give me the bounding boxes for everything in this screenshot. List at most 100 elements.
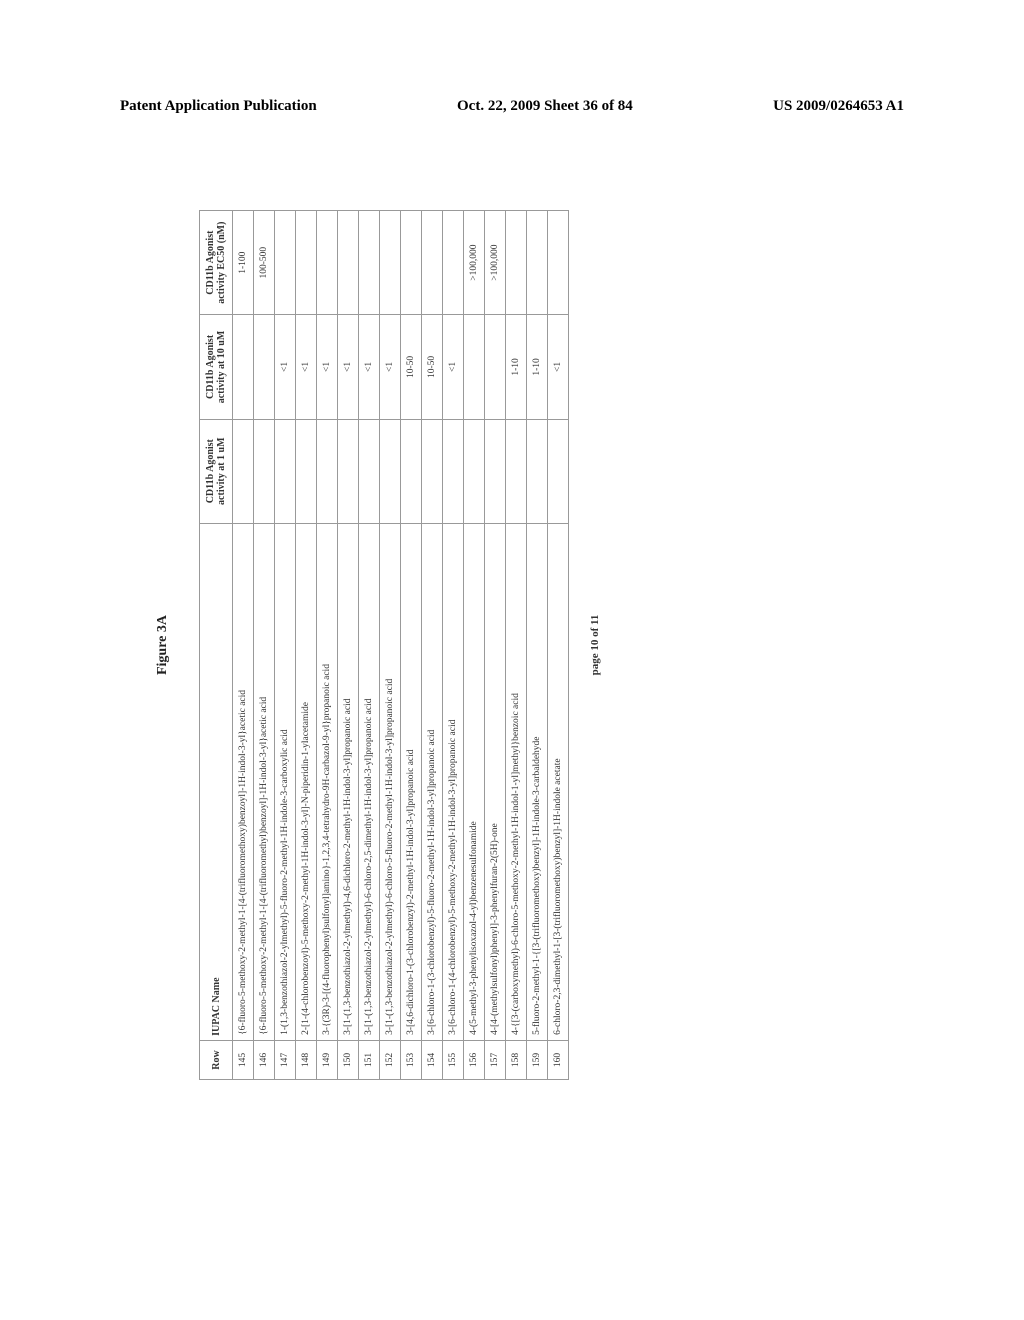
page-number: page 10 of 11	[589, 210, 601, 1080]
table-cell-a1	[317, 419, 338, 523]
table-cell-name: 4-(5-methyl-3-phenylisoxazol-4-yl)benzen…	[464, 523, 485, 1040]
table-cell-row: 147	[275, 1040, 296, 1079]
table-row: 1471-(1,3-benzothiazol-2-ylmethyl)-5-flu…	[275, 211, 296, 1080]
table-cell-row: 153	[401, 1040, 422, 1079]
table-cell-ec50	[296, 211, 317, 315]
table-row: 1574-[4-(methylsulfonyl)phenyl]-3-phenyl…	[485, 211, 506, 1080]
table-cell-row: 159	[527, 1040, 548, 1079]
table-cell-ec50	[338, 211, 359, 315]
table-cell-name: {6-fluoro-5-methoxy-2-methyl-1-[4-(trifl…	[254, 523, 275, 1040]
table-cell-ec50	[548, 211, 569, 315]
table-cell-a1	[380, 419, 401, 523]
table-row: 146{6-fluoro-5-methoxy-2-methyl-1-[4-(tr…	[254, 211, 275, 1080]
table-cell-a1	[254, 419, 275, 523]
table-cell-name: 6-chloro-2,3-dimethyl-1-[3-(trifluoromet…	[548, 523, 569, 1040]
table-row: 1493-{(3R)-3-[(4-fluorophenyl)sulfonyl]a…	[317, 211, 338, 1080]
table-cell-ec50: >100,000	[485, 211, 506, 315]
table-row: 1564-(5-methyl-3-phenylisoxazol-4-yl)ben…	[464, 211, 485, 1080]
table-row: 1584-{[3-(carboxymethyl)-6-chloro-5-meth…	[506, 211, 527, 1080]
table-cell-a1	[548, 419, 569, 523]
table-cell-name: 1-(1,3-benzothiazol-2-ylmethyl)-5-fluoro…	[275, 523, 296, 1040]
table-cell-name: 2-[1-(4-chlorobenzoyl)-5-methoxy-2-methy…	[296, 523, 317, 1040]
data-table: RowIUPAC NameCD11b Agonist activity at 1…	[199, 210, 569, 1080]
figure-label: Figure 3A	[155, 210, 171, 1080]
table-cell-ec50	[422, 211, 443, 315]
table-header-a1: CD11b Agonist activity at 1 uM	[200, 419, 233, 523]
table-header-a10: CD11b Agonist activity at 10 uM	[200, 315, 233, 419]
table-cell-a1	[296, 419, 317, 523]
table-cell-a10: <1	[359, 315, 380, 419]
table-cell-a10	[254, 315, 275, 419]
table-header-row: RowIUPAC NameCD11b Agonist activity at 1…	[200, 211, 233, 1080]
table-cell-row: 148	[296, 1040, 317, 1079]
table-cell-ec50	[401, 211, 422, 315]
table-cell-row: 157	[485, 1040, 506, 1079]
table-row: 1543-[6-chloro-1-(3-chlorobenzyl)-5-fluo…	[422, 211, 443, 1080]
table-header-name: IUPAC Name	[200, 523, 233, 1040]
table-cell-ec50	[506, 211, 527, 315]
table-cell-a10: 1-10	[527, 315, 548, 419]
table-cell-a10: <1	[317, 315, 338, 419]
table-cell-a10: <1	[275, 315, 296, 419]
header-left: Patent Application Publication	[120, 98, 317, 115]
table-cell-a10: <1	[296, 315, 317, 419]
table-cell-a10	[464, 315, 485, 419]
table-cell-row: 151	[359, 1040, 380, 1079]
table-cell-name: 4-[4-(methylsulfonyl)phenyl]-3-phenylfur…	[485, 523, 506, 1040]
table-cell-ec50: 100-500	[254, 211, 275, 315]
table-cell-name: 3-[6-chloro-1-(4-chlorobenzyl)-5-methoxy…	[443, 523, 464, 1040]
table-cell-a1	[443, 419, 464, 523]
table-cell-name: 3-{(3R)-3-[(4-fluorophenyl)sulfonyl]amin…	[317, 523, 338, 1040]
table-cell-name: 3-[1-(1,3-benzothiazol-2-ylmethyl)-4,6-d…	[338, 523, 359, 1040]
table-cell-ec50	[275, 211, 296, 315]
table-cell-a1	[233, 419, 254, 523]
table-cell-name: 3-[1-(1,3-benzothiazol-2-ylmethyl)-6-chl…	[380, 523, 401, 1040]
table-cell-a10: <1	[380, 315, 401, 419]
table-cell-a10: <1	[338, 315, 359, 419]
table-cell-ec50	[359, 211, 380, 315]
table-cell-a10: 1-10	[506, 315, 527, 419]
table-header-row: Row	[200, 1040, 233, 1079]
table-cell-a10: <1	[548, 315, 569, 419]
page-header: Patent Application Publication Oct. 22, …	[0, 98, 1024, 115]
table-cell-name: 5-fluoro-2-methyl-1-{[3-(trifluoromethox…	[527, 523, 548, 1040]
table-cell-a1	[275, 419, 296, 523]
table-cell-name: 3-[4,6-dichloro-1-(3-chlorobenzyl)-2-met…	[401, 523, 422, 1040]
table-cell-name: 3-[6-chloro-1-(3-chlorobenzyl)-5-fluoro-…	[422, 523, 443, 1040]
table-header-ec50: CD11b Agonist activity EC50 (nM)	[200, 211, 233, 315]
table-cell-a1	[359, 419, 380, 523]
table-cell-row: 150	[338, 1040, 359, 1079]
table-cell-a1	[485, 419, 506, 523]
table-cell-ec50: >100,000	[464, 211, 485, 315]
header-right: US 2009/0264653 A1	[773, 98, 904, 115]
table-cell-name: {6-fluoro-5-methoxy-2-methyl-1-[4-(trifl…	[233, 523, 254, 1040]
table-cell-a10	[485, 315, 506, 419]
table-cell-a1	[401, 419, 422, 523]
table-cell-name: 4-{[3-(carboxymethyl)-6-chloro-5-methoxy…	[506, 523, 527, 1040]
table-row: 1482-[1-(4-chlorobenzoyl)-5-methoxy-2-me…	[296, 211, 317, 1080]
table-row: 1595-fluoro-2-methyl-1-{[3-(trifluoromet…	[527, 211, 548, 1080]
table-cell-a1	[338, 419, 359, 523]
table-cell-row: 145	[233, 1040, 254, 1079]
table-cell-ec50	[380, 211, 401, 315]
rotated-content: Figure 3A RowIUPAC NameCD11b Agonist act…	[80, 285, 950, 1005]
table-cell-row: 149	[317, 1040, 338, 1079]
table-cell-a10: <1	[443, 315, 464, 419]
table-cell-a1	[464, 419, 485, 523]
table-cell-row: 158	[506, 1040, 527, 1079]
table-cell-ec50	[317, 211, 338, 315]
table-body: 145{6-fluoro-5-methoxy-2-methyl-1-[4-(tr…	[233, 211, 569, 1080]
table-cell-row: 156	[464, 1040, 485, 1079]
table-row: 1533-[4,6-dichloro-1-(3-chlorobenzyl)-2-…	[401, 211, 422, 1080]
table-cell-ec50	[527, 211, 548, 315]
table-cell-row: 146	[254, 1040, 275, 1079]
table-cell-a1	[506, 419, 527, 523]
table-cell-a10: 10-50	[422, 315, 443, 419]
table-row: 1503-[1-(1,3-benzothiazol-2-ylmethyl)-4,…	[338, 211, 359, 1080]
table-cell-a10	[233, 315, 254, 419]
table-row: 1606-chloro-2,3-dimethyl-1-[3-(trifluoro…	[548, 211, 569, 1080]
table-cell-ec50	[443, 211, 464, 315]
table-row: 1523-[1-(1,3-benzothiazol-2-ylmethyl)-6-…	[380, 211, 401, 1080]
table-cell-ec50: 1-100	[233, 211, 254, 315]
table-cell-a1	[527, 419, 548, 523]
